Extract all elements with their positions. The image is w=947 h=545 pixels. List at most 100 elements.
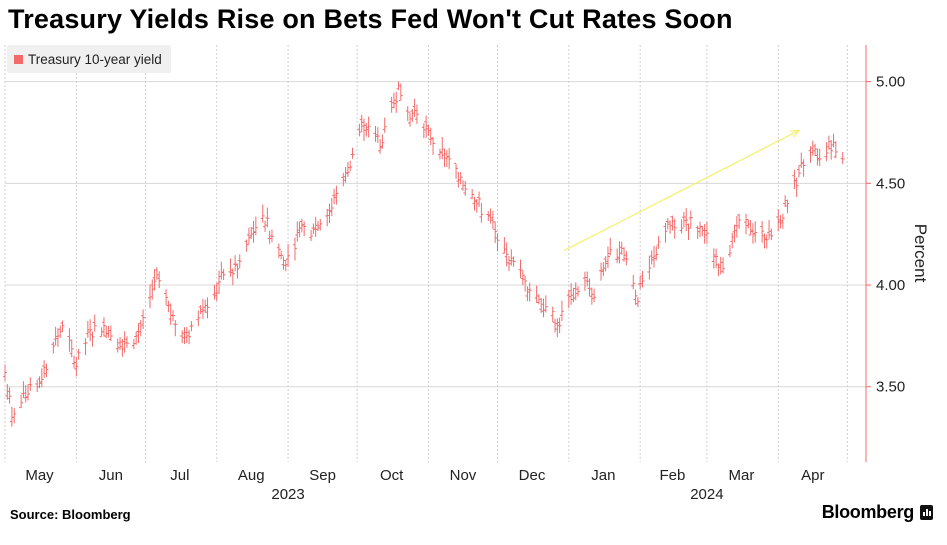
price-bar-interp (325, 208, 330, 227)
price-bar-interp (463, 180, 468, 196)
price-bar (619, 241, 624, 255)
price-bar-interp (750, 223, 755, 244)
price-bar-interp (182, 327, 187, 344)
price-bar-interp (808, 146, 813, 163)
price-bar (840, 152, 845, 165)
y-axis-label: Percent (911, 224, 930, 283)
price-bar (235, 263, 240, 279)
price-bar-interp (543, 295, 548, 313)
price-bar-interp (479, 202, 484, 223)
price-bar-interp (357, 123, 362, 137)
price-bar-interp (389, 96, 394, 113)
price-bar-interp (171, 310, 175, 322)
price-bar-interp (12, 407, 17, 424)
price-bar-interp (824, 142, 829, 162)
brand-name: Bloomberg (821, 502, 915, 522)
price-bar-interp (421, 123, 426, 139)
price-bar (51, 341, 56, 354)
price-bar-interp (486, 211, 491, 221)
price-bar-interp (237, 254, 242, 269)
price-bar-interp (649, 250, 654, 265)
price-bar (776, 209, 781, 232)
x-tick-label: Dec (519, 467, 546, 484)
price-bar (269, 229, 274, 243)
price-bar-interp (5, 383, 10, 400)
price-bar (536, 294, 541, 305)
price-bar-interp (730, 232, 735, 249)
price-bar (810, 140, 815, 156)
price-bar-interp (474, 199, 479, 213)
price-bar-interp (37, 376, 42, 389)
price-bar-interp (608, 237, 613, 256)
price-bar-interp (230, 268, 235, 286)
price-bar-interp (281, 256, 286, 270)
price-bar-interp (799, 152, 804, 168)
price-bar-interp (767, 220, 772, 240)
price-bar (283, 259, 288, 272)
price-bar (221, 269, 226, 281)
x-tick-label: Jun (99, 467, 123, 484)
price-bar-interp (566, 290, 571, 309)
price-bar-interp (651, 246, 656, 268)
price-bar-interp (681, 212, 686, 228)
price-bar-interp (42, 360, 47, 378)
price-bar-interp (576, 286, 581, 297)
price-bar (101, 317, 106, 337)
price-bar-interp (19, 394, 24, 409)
price-bar-interp (587, 278, 592, 297)
price-bar-interp (525, 286, 530, 302)
price-bar-interp (585, 271, 590, 287)
price-bar-interp (624, 251, 629, 266)
price-bar-interp (502, 237, 507, 254)
price-bar-interp (573, 282, 578, 301)
price-bar (35, 379, 40, 393)
price-bar (437, 148, 442, 160)
chart-title: Treasury Yields Rise on Bets Fed Won't C… (8, 4, 733, 34)
legend-swatch (14, 54, 23, 64)
x-tick-label: Feb (659, 467, 685, 484)
price-bar-interp (251, 220, 256, 243)
x-year-label: 2023 (271, 486, 304, 503)
price-bar-interp (638, 275, 643, 290)
price-bar (60, 320, 65, 332)
price-bar-interp (58, 325, 63, 338)
price-bar-interp (454, 162, 459, 179)
x-tick-label: Apr (801, 467, 824, 484)
price-bar-interp (164, 289, 169, 306)
price-bar-interp (228, 258, 233, 277)
price-bar (396, 81, 401, 90)
price-bar-interp (460, 180, 465, 191)
price-bar-interp (783, 195, 788, 208)
price-bar-interp (362, 118, 367, 141)
price-bar (366, 116, 371, 138)
price-bar-interp (704, 221, 709, 244)
x-tick-label: Mar (729, 467, 755, 484)
price-bar (746, 219, 751, 229)
price-bar-interp (633, 289, 638, 305)
price-bar-interp (539, 297, 544, 314)
price-bar-interp (744, 213, 749, 235)
price-bar-interp (313, 216, 318, 237)
price-bar-interp (829, 139, 834, 160)
price-bar-interp (345, 161, 350, 177)
price-bar-interp (753, 221, 758, 243)
price-bar (212, 284, 217, 300)
price-bar-interp (152, 269, 157, 291)
price-bar-interp (200, 298, 205, 319)
legend-label: Treasury 10-year yield (28, 51, 162, 67)
price-bar-interp (748, 219, 753, 236)
price-bar-interp (408, 112, 413, 127)
price-bar-interp (315, 221, 320, 232)
price-bar-interp (792, 169, 797, 190)
price-bar-interp (263, 220, 268, 233)
price-bar-interp (631, 274, 636, 290)
price-bar-interp (769, 228, 774, 241)
x-tick-label: May (25, 467, 54, 484)
price-bar-interp (518, 259, 523, 279)
price-bar-interp (267, 230, 272, 244)
price-bar (380, 134, 385, 149)
price-bar-interp (99, 327, 104, 338)
price-bar (762, 233, 767, 249)
price-bar-interp (442, 148, 447, 167)
